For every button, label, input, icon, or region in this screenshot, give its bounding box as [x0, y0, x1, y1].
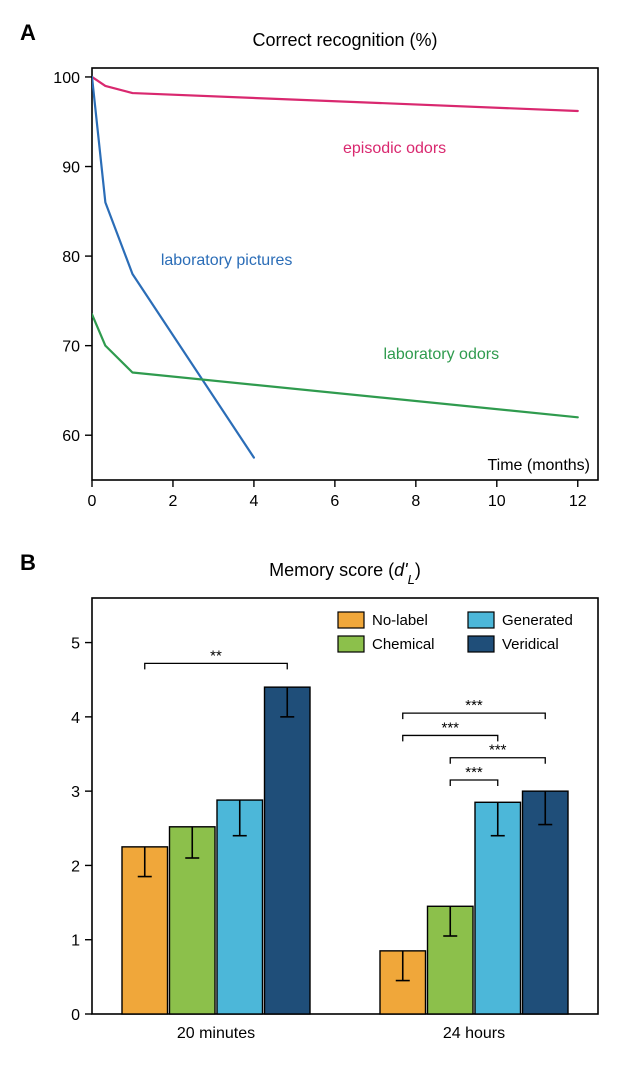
- svg-text:0: 0: [71, 1007, 80, 1024]
- svg-text:Chemical: Chemical: [372, 636, 435, 653]
- svg-text:6: 6: [330, 493, 339, 510]
- svg-text:Generated: Generated: [502, 612, 573, 629]
- svg-text:24 hours: 24 hours: [443, 1025, 505, 1042]
- svg-text:0: 0: [88, 493, 97, 510]
- svg-text:***: ***: [465, 697, 483, 714]
- svg-text:laboratory odors: laboratory odors: [383, 346, 499, 363]
- svg-text:10: 10: [488, 493, 506, 510]
- svg-text:2: 2: [169, 493, 178, 510]
- svg-text:1: 1: [71, 933, 80, 950]
- svg-text:90: 90: [62, 160, 80, 177]
- svg-text:***: ***: [441, 719, 459, 736]
- svg-text:2: 2: [71, 858, 80, 875]
- svg-text:***: ***: [465, 764, 483, 781]
- svg-text:No-label: No-label: [372, 612, 428, 629]
- svg-text:8: 8: [411, 493, 420, 510]
- svg-text:episodic odors: episodic odors: [343, 140, 446, 157]
- svg-text:3: 3: [71, 784, 80, 801]
- bar-chart-b: Memory score (d'L) 0 1 2 3 4 5 ** 20 minutes *** *…: [20, 550, 618, 1070]
- panel-b-label: B: [20, 550, 36, 576]
- panel-a-label: A: [20, 20, 36, 46]
- svg-text:70: 70: [62, 339, 80, 356]
- svg-text:Correct recognition (%): Correct recognition (%): [252, 30, 437, 50]
- svg-text:4: 4: [71, 710, 80, 727]
- svg-text:Veridical: Veridical: [502, 636, 559, 653]
- svg-text:12: 12: [569, 493, 587, 510]
- line-chart-a: Correct recognition (%) 60 70 80 90 100 0 2 4 6 8 1…: [20, 20, 618, 540]
- svg-text:laboratory pictures: laboratory pictures: [161, 252, 293, 269]
- svg-text:4: 4: [249, 493, 258, 510]
- svg-text:Time (months): Time (months): [487, 457, 590, 474]
- svg-text:100: 100: [53, 70, 80, 87]
- svg-text:20 minutes: 20 minutes: [177, 1025, 255, 1042]
- panel-b: B Memory score (d'L) 0 1 2 3 4 5 ** 20 minutes **…: [20, 550, 618, 1070]
- svg-text:5: 5: [71, 636, 80, 653]
- svg-text:**: **: [210, 647, 222, 664]
- svg-text:60: 60: [62, 428, 80, 445]
- panel-a: A Correct recognition (%) 60 70 80 90 100 0 2 4 6…: [20, 20, 618, 540]
- svg-text:Memory score (d'L): Memory score (d'L): [269, 560, 421, 587]
- svg-text:80: 80: [62, 249, 80, 266]
- svg-text:***: ***: [489, 742, 507, 759]
